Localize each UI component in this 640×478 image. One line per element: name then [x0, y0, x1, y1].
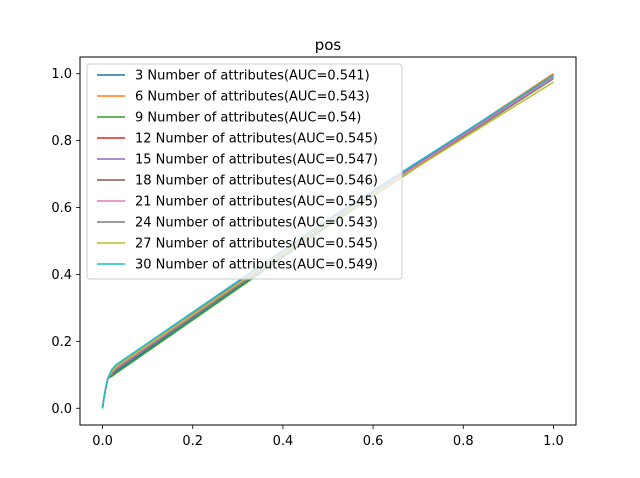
- x-tick-label: 0.2: [182, 434, 203, 449]
- x-tick-label: 1.0: [543, 434, 564, 449]
- legend-label-4: 12 Number of attributes(AUC=0.545): [135, 132, 378, 147]
- y-axis: 0.0 0.2 0.4 0.6 0.8 1.0: [51, 67, 80, 417]
- x-axis: 0.0 0.2 0.4 0.6 0.8 1.0: [92, 425, 564, 449]
- x-tick-label: 0.4: [273, 434, 294, 449]
- chart-title: pos: [315, 36, 342, 54]
- x-tick-label: 0.0: [92, 434, 113, 449]
- legend-label-10: 30 Number of attributes(AUC=0.549): [135, 258, 378, 273]
- y-tick-label: 0.6: [51, 201, 72, 216]
- y-tick-label: 1.0: [51, 67, 72, 82]
- legend-label-1: 3 Number of attributes(AUC=0.541): [135, 69, 370, 84]
- legend-label-6: 18 Number of attributes(AUC=0.546): [135, 174, 378, 189]
- plot-area-frame: [79, 56, 577, 426]
- legend: 3 Number of attributes(AUC=0.541) 6 Numbe…: [86, 63, 403, 280]
- x-tick-label: 0.8: [453, 434, 474, 449]
- legend-label-7: 21 Number of attributes(AUC=0.545): [135, 195, 378, 210]
- y-tick-label: 0.0: [51, 402, 72, 417]
- legend-label-8: 24 Number of attributes(AUC=0.543): [135, 216, 378, 231]
- legend-label-3: 9 Number of attributes(AUC=0.54): [135, 111, 361, 126]
- legend-label-2: 6 Number of attributes(AUC=0.543): [135, 90, 370, 105]
- y-tick-label: 0.4: [51, 268, 72, 283]
- legend-label-5: 15 Number of attributes(AUC=0.547): [135, 153, 378, 168]
- legend-label-9: 27 Number of attributes(AUC=0.545): [135, 237, 378, 252]
- legend-box: [86, 63, 403, 280]
- y-tick-label: 0.2: [51, 335, 72, 350]
- x-tick-label: 0.6: [363, 434, 384, 449]
- y-tick-label: 0.8: [51, 134, 72, 149]
